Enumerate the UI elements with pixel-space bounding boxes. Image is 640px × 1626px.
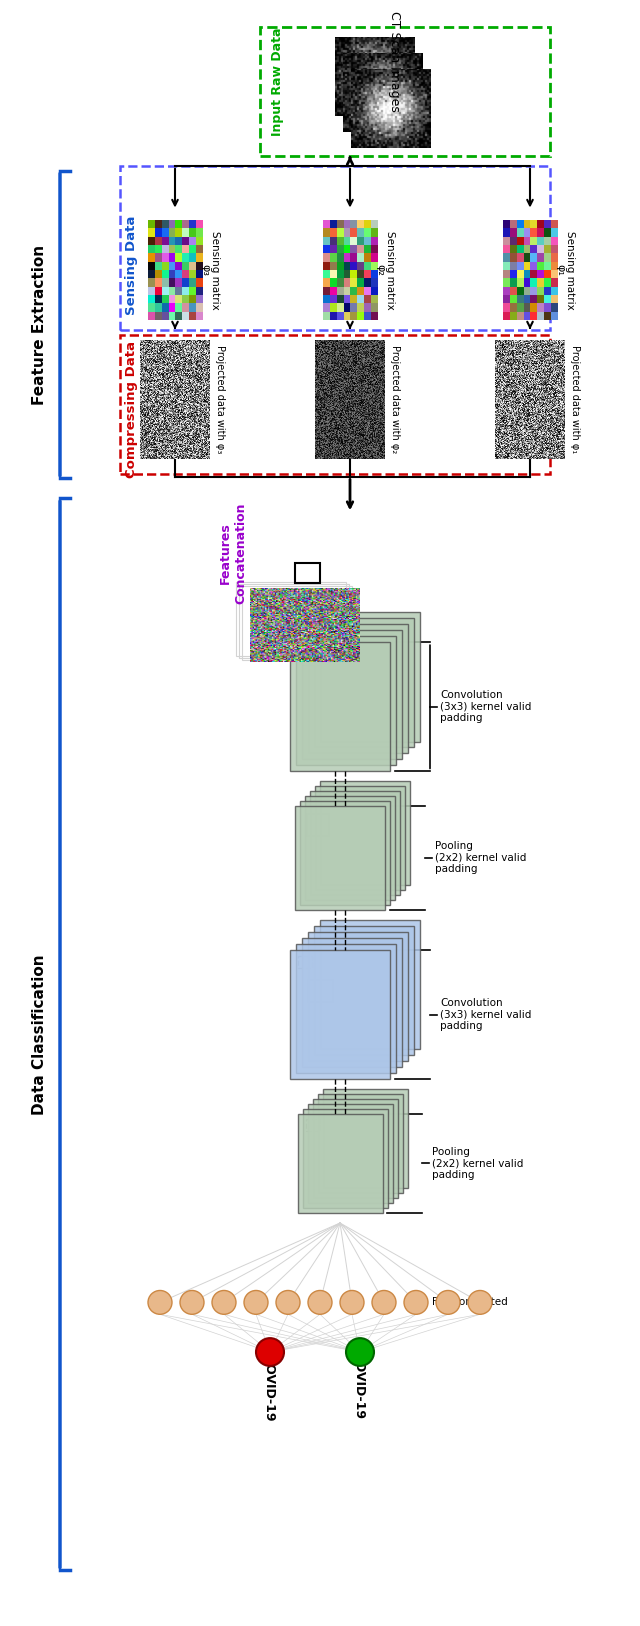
Circle shape: [340, 1291, 364, 1314]
Bar: [302, 650, 320, 665]
Text: Sensing matrix: Sensing matrix: [210, 231, 220, 309]
Bar: [120, 335, 550, 473]
Bar: [320, 613, 420, 741]
Bar: [298, 1114, 383, 1213]
Bar: [320, 780, 410, 886]
Circle shape: [148, 1291, 172, 1314]
Bar: [302, 631, 402, 759]
Bar: [120, 166, 550, 330]
Bar: [318, 1094, 403, 1193]
Bar: [320, 920, 420, 1049]
Circle shape: [276, 1291, 300, 1314]
Circle shape: [436, 1291, 460, 1314]
Text: Projected data with φ₃: Projected data with φ₃: [215, 345, 225, 454]
Circle shape: [180, 1291, 204, 1314]
Text: Convolution
(3x3) kernel valid
padding: Convolution (3x3) kernel valid padding: [440, 998, 531, 1031]
Circle shape: [256, 1338, 284, 1366]
Circle shape: [372, 1291, 396, 1314]
Bar: [323, 1089, 408, 1189]
Text: Projected data with φ₁: Projected data with φ₁: [570, 345, 580, 454]
Bar: [308, 980, 333, 1002]
Bar: [302, 938, 402, 1067]
Bar: [290, 642, 390, 771]
Text: Sensing Data: Sensing Data: [125, 215, 138, 315]
Text: CT Scan Images: CT Scan Images: [388, 11, 401, 112]
Text: Pooling
(2x2) kernel valid
padding: Pooling (2x2) kernel valid padding: [432, 1146, 524, 1180]
Bar: [260, 26, 550, 156]
Circle shape: [404, 1291, 428, 1314]
Circle shape: [346, 1338, 374, 1366]
Bar: [305, 797, 395, 901]
Bar: [307, 815, 329, 836]
Bar: [236, 582, 346, 657]
Text: Input Raw Data: Input Raw Data: [271, 28, 285, 135]
Bar: [290, 950, 390, 1080]
Bar: [308, 1104, 393, 1203]
Bar: [298, 956, 312, 967]
Bar: [242, 585, 352, 660]
Bar: [314, 618, 414, 748]
Text: φ₂: φ₂: [375, 263, 385, 276]
Text: + COVID-19: + COVID-19: [264, 1340, 276, 1421]
Bar: [315, 787, 405, 891]
Bar: [313, 1099, 398, 1198]
Text: Projected data with φ₂: Projected data with φ₂: [390, 345, 400, 454]
Bar: [314, 927, 414, 1055]
Text: Sensing matrix: Sensing matrix: [385, 231, 395, 309]
Bar: [296, 945, 396, 1073]
Text: Convolution
(3x3) kernel valid
padding: Convolution (3x3) kernel valid padding: [440, 689, 531, 724]
Bar: [295, 806, 385, 911]
Text: φ₃: φ₃: [200, 263, 210, 276]
Text: Features
Concatenation: Features Concatenation: [219, 502, 247, 603]
Text: Sensing matrix: Sensing matrix: [565, 231, 575, 309]
Circle shape: [308, 1291, 332, 1314]
Text: Data Classification: Data Classification: [33, 954, 47, 1115]
Bar: [308, 932, 408, 1062]
Bar: [308, 624, 408, 753]
Text: φ₁: φ₁: [555, 263, 565, 276]
Bar: [300, 802, 390, 906]
Circle shape: [468, 1291, 492, 1314]
Text: Compressing Data: Compressing Data: [125, 340, 138, 478]
Bar: [296, 636, 396, 766]
Bar: [295, 563, 320, 582]
Text: Pooling
(2x2) kernel valid
padding: Pooling (2x2) kernel valid padding: [435, 841, 526, 875]
Bar: [303, 1109, 388, 1208]
Text: - COVID-19: - COVID-19: [353, 1341, 367, 1418]
Text: Feature Extraction: Feature Extraction: [33, 244, 47, 405]
Circle shape: [244, 1291, 268, 1314]
Bar: [306, 1119, 320, 1130]
Text: Full connected: Full connected: [432, 1298, 508, 1307]
Bar: [239, 584, 349, 659]
Bar: [310, 792, 400, 896]
Circle shape: [212, 1291, 236, 1314]
